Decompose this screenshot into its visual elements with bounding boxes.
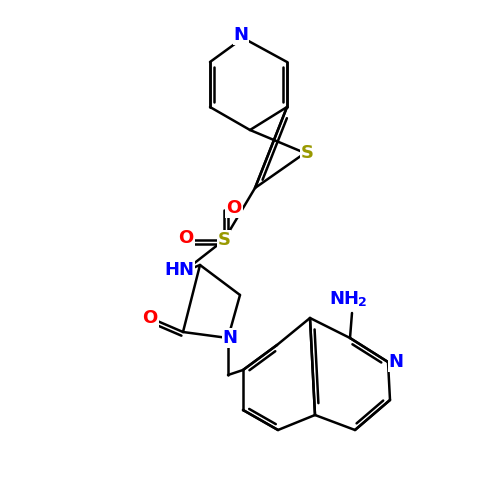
Text: N: N xyxy=(234,26,248,44)
Text: O: O xyxy=(142,309,158,327)
Text: O: O xyxy=(178,229,194,247)
Text: S: S xyxy=(218,231,230,249)
Text: N: N xyxy=(388,353,404,371)
Text: HN: HN xyxy=(164,261,194,279)
Text: O: O xyxy=(226,199,242,217)
Text: 2: 2 xyxy=(358,296,366,310)
Text: NH: NH xyxy=(329,290,359,308)
Text: N: N xyxy=(222,329,238,347)
Text: S: S xyxy=(300,144,314,162)
